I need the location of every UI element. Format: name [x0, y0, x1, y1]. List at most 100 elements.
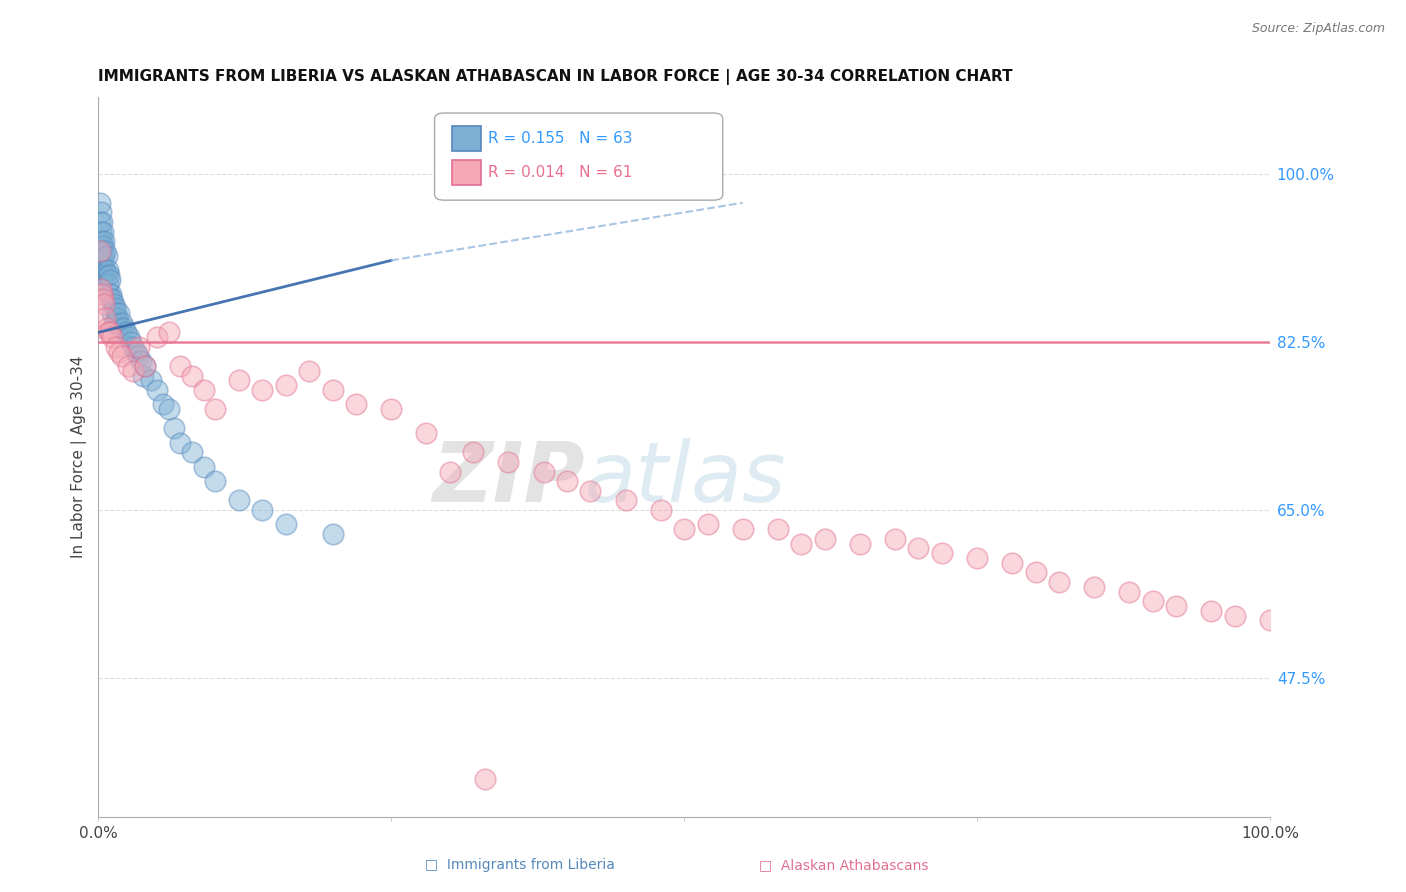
Point: [134, 359, 156, 373]
Point: [103, 316, 125, 330]
Point: [884, 532, 907, 546]
Point: [89, 215, 111, 229]
Point: [152, 397, 174, 411]
Point: [849, 536, 872, 550]
Point: [101, 306, 124, 320]
Point: [193, 383, 215, 397]
Point: [814, 532, 837, 546]
Point: [108, 344, 131, 359]
Point: [120, 334, 142, 349]
Point: [90, 249, 112, 263]
Point: [1083, 580, 1105, 594]
Point: [91, 225, 114, 239]
Point: [731, 522, 754, 536]
Point: [1001, 556, 1024, 570]
Point: [97, 268, 120, 282]
Point: [89, 195, 111, 210]
Point: [103, 296, 125, 310]
Point: [252, 383, 274, 397]
Point: [105, 311, 128, 326]
Point: [1223, 608, 1246, 623]
Point: [1142, 594, 1164, 608]
Point: [104, 340, 127, 354]
Point: [110, 320, 132, 334]
Point: [931, 546, 953, 560]
Point: [132, 368, 155, 383]
Point: [146, 383, 169, 397]
Point: [91, 239, 114, 253]
Point: [474, 772, 496, 786]
Point: [90, 282, 112, 296]
Point: [90, 225, 112, 239]
Text: □  Alaskan Athabascans: □ Alaskan Athabascans: [759, 858, 928, 872]
Point: [89, 253, 111, 268]
Point: [93, 234, 115, 248]
Bar: [453, 160, 481, 185]
Point: [344, 397, 367, 411]
Point: [107, 316, 129, 330]
Text: Source: ZipAtlas.com: Source: ZipAtlas.com: [1251, 22, 1385, 36]
Point: [181, 445, 204, 459]
Point: [90, 215, 112, 229]
Point: [89, 234, 111, 248]
Point: [614, 493, 637, 508]
Point: [97, 263, 120, 277]
Point: [157, 326, 180, 340]
Point: [101, 292, 124, 306]
Point: [117, 359, 139, 373]
Point: [97, 277, 120, 292]
Point: [790, 536, 813, 550]
Point: [439, 465, 461, 479]
Point: [322, 383, 344, 397]
Point: [93, 296, 115, 310]
Y-axis label: In Labor Force | Age 30-34: In Labor Force | Age 30-34: [72, 356, 87, 558]
Text: ZIP: ZIP: [432, 438, 585, 519]
Point: [89, 244, 111, 258]
Point: [380, 402, 402, 417]
Point: [90, 234, 112, 248]
Point: [533, 465, 555, 479]
Point: [111, 350, 134, 364]
Point: [97, 326, 120, 340]
Point: [673, 522, 696, 536]
Point: [228, 373, 250, 387]
Point: [463, 445, 485, 459]
Point: [96, 320, 118, 334]
Point: [128, 340, 150, 354]
Point: [1047, 575, 1070, 590]
Point: [1118, 584, 1140, 599]
Point: [127, 350, 149, 364]
Point: [90, 263, 112, 277]
Point: [415, 426, 437, 441]
Point: [96, 249, 118, 263]
FancyBboxPatch shape: [434, 113, 723, 200]
Point: [1025, 566, 1047, 580]
Point: [907, 541, 929, 556]
Point: [125, 344, 148, 359]
Point: [93, 249, 115, 263]
Point: [204, 475, 226, 489]
Point: [1199, 604, 1222, 618]
Point: [163, 421, 186, 435]
Point: [108, 306, 131, 320]
Point: [115, 326, 138, 340]
Point: [169, 359, 191, 373]
Point: [118, 330, 141, 344]
Point: [322, 527, 344, 541]
Point: [98, 292, 121, 306]
Point: [228, 493, 250, 508]
Point: [122, 364, 145, 378]
Point: [1258, 614, 1281, 628]
Point: [169, 435, 191, 450]
Point: [274, 517, 297, 532]
Point: [555, 475, 578, 489]
Point: [498, 455, 520, 469]
Point: [93, 268, 115, 282]
Point: [204, 402, 226, 417]
Point: [97, 287, 120, 301]
Point: [94, 311, 117, 326]
Point: [650, 503, 672, 517]
Point: [696, 517, 718, 532]
Point: [90, 258, 112, 272]
Point: [98, 326, 121, 340]
